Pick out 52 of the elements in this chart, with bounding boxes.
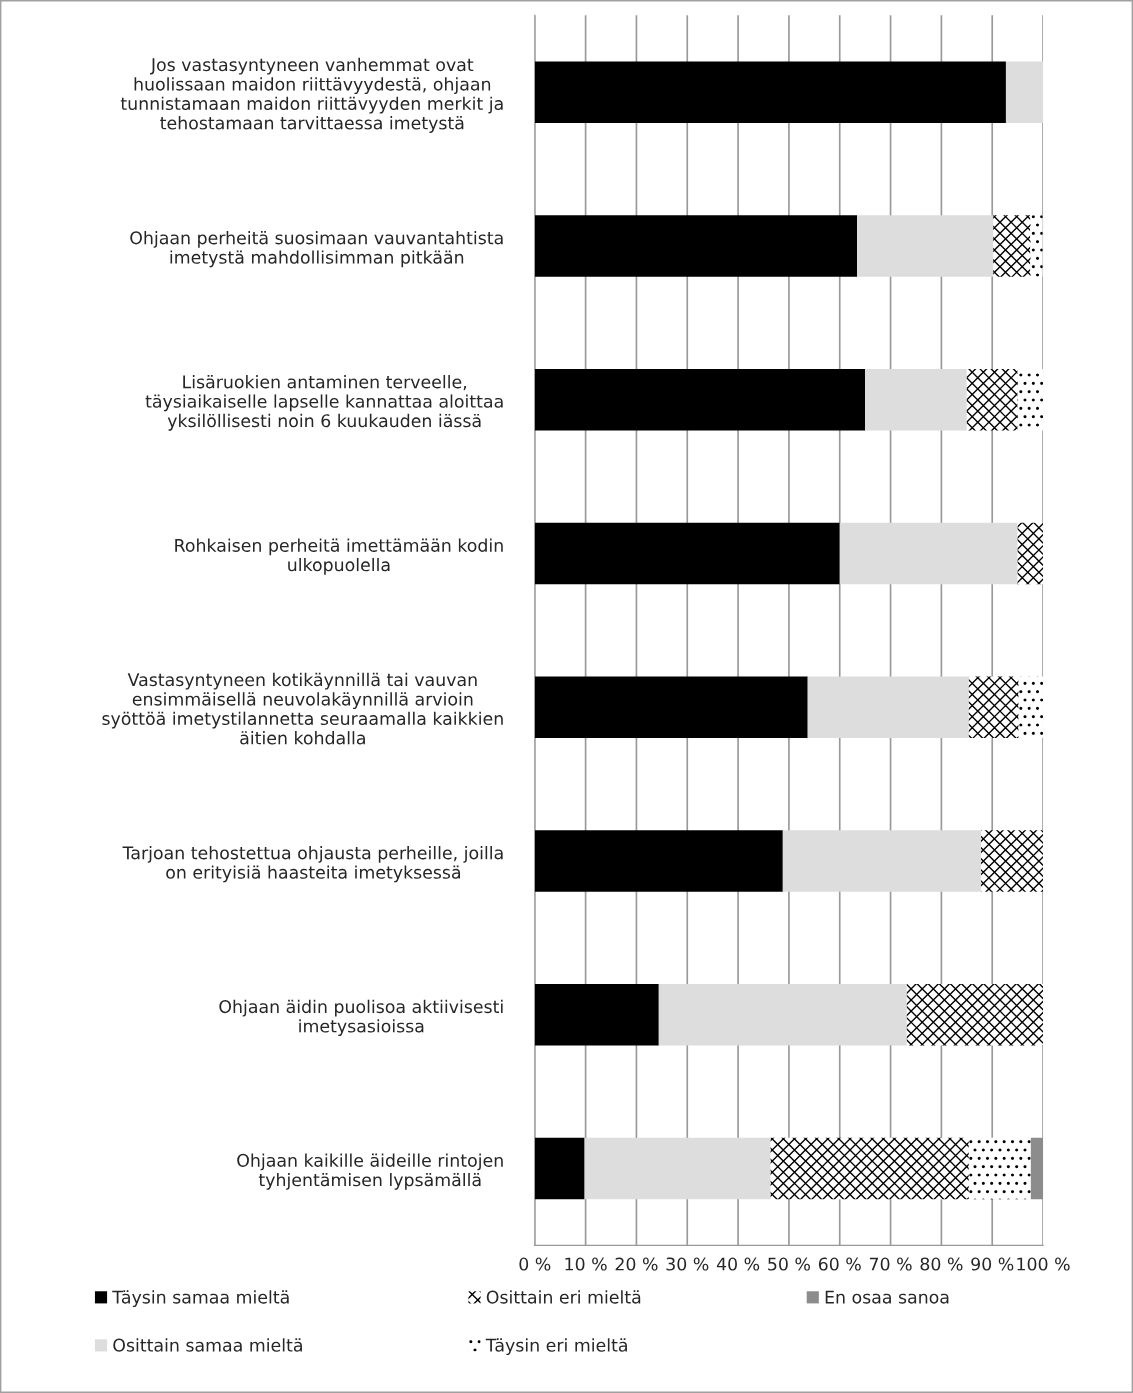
bar — [1017, 368, 1044, 431]
bar — [966, 368, 1018, 431]
bar — [534, 1137, 585, 1200]
x-tick-label: 70 % — [869, 1257, 912, 1271]
bar — [839, 522, 1018, 585]
bar — [865, 368, 967, 431]
bar — [534, 983, 659, 1046]
bar — [807, 676, 969, 738]
x-tick-label: 60 % — [818, 1257, 861, 1271]
bar — [968, 1137, 1031, 1200]
legend-label: Täysin samaa mieltä — [112, 1290, 289, 1308]
bar — [770, 1137, 969, 1200]
y-tick-label: Tarjoan tehostettua ohjausta perheille, joilla on erityisiä haasteita imetyksessä — [122, 845, 503, 883]
legend-label: Täysin eri mieltä — [485, 1338, 627, 1356]
y-tick-label: Lisäruokien antaminen terveelle, täysiaikaiselle lapselle kannattaa aloittaa yksilöllisesti noin 6 kuukauden iässä — [145, 374, 503, 431]
y-tick-label: Vastasyntyneen kotikäynnillä tai vauvan ensimmäisellä neuvolakäynnillä arvioin syöttöä imetystilannetta seuraamalla kaikkien äitien kohdalla — [102, 672, 503, 745]
bar — [857, 215, 994, 277]
x-tick-label: 100 % — [1017, 1257, 1070, 1271]
bar — [993, 215, 1031, 277]
x-tick-label: 90 % — [971, 1257, 1014, 1271]
x-tick-label: 30 % — [666, 1257, 709, 1271]
bar — [1018, 676, 1044, 738]
bar — [1030, 215, 1043, 277]
x-tick-label: 20 % — [615, 1257, 658, 1271]
y-tick-label: Jos vastasyntyneen vanhemmat ovat huolissaan maidon riittävyydestä, ohjaan tunnistamaan maidon riittävyyden merkit ja tehostamaan tarvittaessa imetystä — [120, 57, 503, 133]
x-tick-label: 10 % — [565, 1257, 607, 1271]
x-tick-label: 50 % — [768, 1257, 810, 1271]
bar — [534, 522, 840, 585]
y-tick-label: Ohjaan perheitä suosimaan vauvantahtista imetystä mahdollisimman pitkään — [130, 230, 503, 268]
bar — [534, 830, 783, 892]
bar — [534, 61, 1006, 123]
bar — [534, 676, 808, 738]
legend-label: Osittain eri mieltä — [486, 1290, 641, 1304]
bar — [584, 1137, 771, 1200]
x-tick-label: 40 % — [716, 1257, 760, 1271]
bar — [981, 830, 1044, 892]
bar — [1005, 61, 1044, 123]
bar — [1017, 522, 1044, 585]
bar — [906, 983, 1044, 1046]
bar — [534, 368, 866, 431]
x-tick-label: 80 % — [920, 1257, 963, 1271]
x-tick-label: 0 % — [519, 1257, 551, 1271]
bar — [782, 830, 982, 892]
legend-label: Osittain samaa mieltä — [113, 1338, 302, 1352]
bar — [534, 215, 858, 277]
y-tick-label: Ohjaan kaikille äideille rintojen tyhjentämisen lypsämällä — [237, 1153, 503, 1190]
bar — [658, 983, 907, 1046]
bar — [968, 676, 1019, 738]
y-tick-label: Ohjaan äidin puolisoa aktiivisesti imetysasioissa — [219, 999, 503, 1036]
bar — [1030, 1137, 1044, 1200]
y-tick-label: Rohkaisen perheitä imettämään kodin ulkopuolella — [175, 538, 503, 575]
legend-label: En osaa sanoa — [825, 1290, 949, 1304]
